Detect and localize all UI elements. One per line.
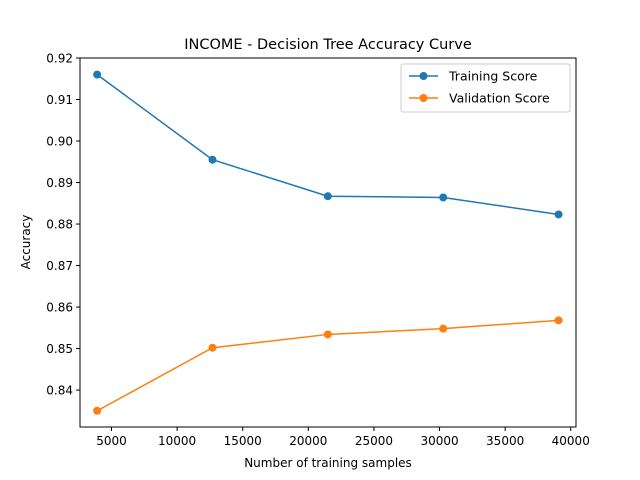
legend-label: Validation Score xyxy=(449,91,550,106)
chart-title: INCOME - Decision Tree Accuracy Curve xyxy=(184,37,472,53)
x-axis-label: Number of training samples xyxy=(244,456,412,470)
legend: Training Score Validation Score xyxy=(400,63,571,113)
series-training-score xyxy=(93,70,563,219)
x-tick-label: 20000 xyxy=(289,434,327,448)
axis-ticks: 5000 10000 15000 20000 25000 30000 35000 40000 0… xyxy=(46,52,590,449)
y-tick-label: 0.87 xyxy=(46,259,73,273)
y-tick-label: 0.91 xyxy=(46,93,73,107)
y-tick-label: 0.86 xyxy=(46,301,73,315)
data-point xyxy=(323,330,332,339)
y-tick-label: 0.92 xyxy=(46,52,73,66)
axes-frame xyxy=(79,57,577,428)
y-tick-label: 0.85 xyxy=(46,342,73,356)
data-point xyxy=(439,324,448,333)
x-tick-label: 25000 xyxy=(355,434,393,448)
data-point xyxy=(323,192,332,201)
data-point xyxy=(93,70,102,79)
legend-box xyxy=(400,63,571,113)
series-validation-score xyxy=(93,316,563,415)
x-tick-label: 40000 xyxy=(552,434,590,448)
data-point xyxy=(554,316,563,325)
legend-item: Training Score xyxy=(409,69,538,84)
x-tick-label: 5000 xyxy=(96,434,127,448)
data-point xyxy=(93,406,102,415)
y-tick-label: 0.89 xyxy=(46,176,73,190)
x-tick-label: 15000 xyxy=(224,434,262,448)
legend-label: Training Score xyxy=(448,69,538,84)
x-tick-label: 10000 xyxy=(158,434,196,448)
y-tick-label: 0.90 xyxy=(46,135,73,149)
data-point xyxy=(439,193,448,202)
y-tick-label: 0.88 xyxy=(46,218,73,232)
x-tick-label: 35000 xyxy=(486,434,524,448)
y-axis-label: Accuracy xyxy=(19,215,33,270)
y-tick-label: 0.84 xyxy=(46,384,73,398)
legend-marker xyxy=(419,72,428,80)
x-tick-label: 30000 xyxy=(420,434,458,448)
data-point xyxy=(208,343,217,352)
legend-marker xyxy=(419,94,428,102)
legend-item: Validation Score xyxy=(409,91,550,106)
data-point xyxy=(554,210,563,219)
series-group xyxy=(93,70,563,415)
data-point xyxy=(208,155,217,164)
